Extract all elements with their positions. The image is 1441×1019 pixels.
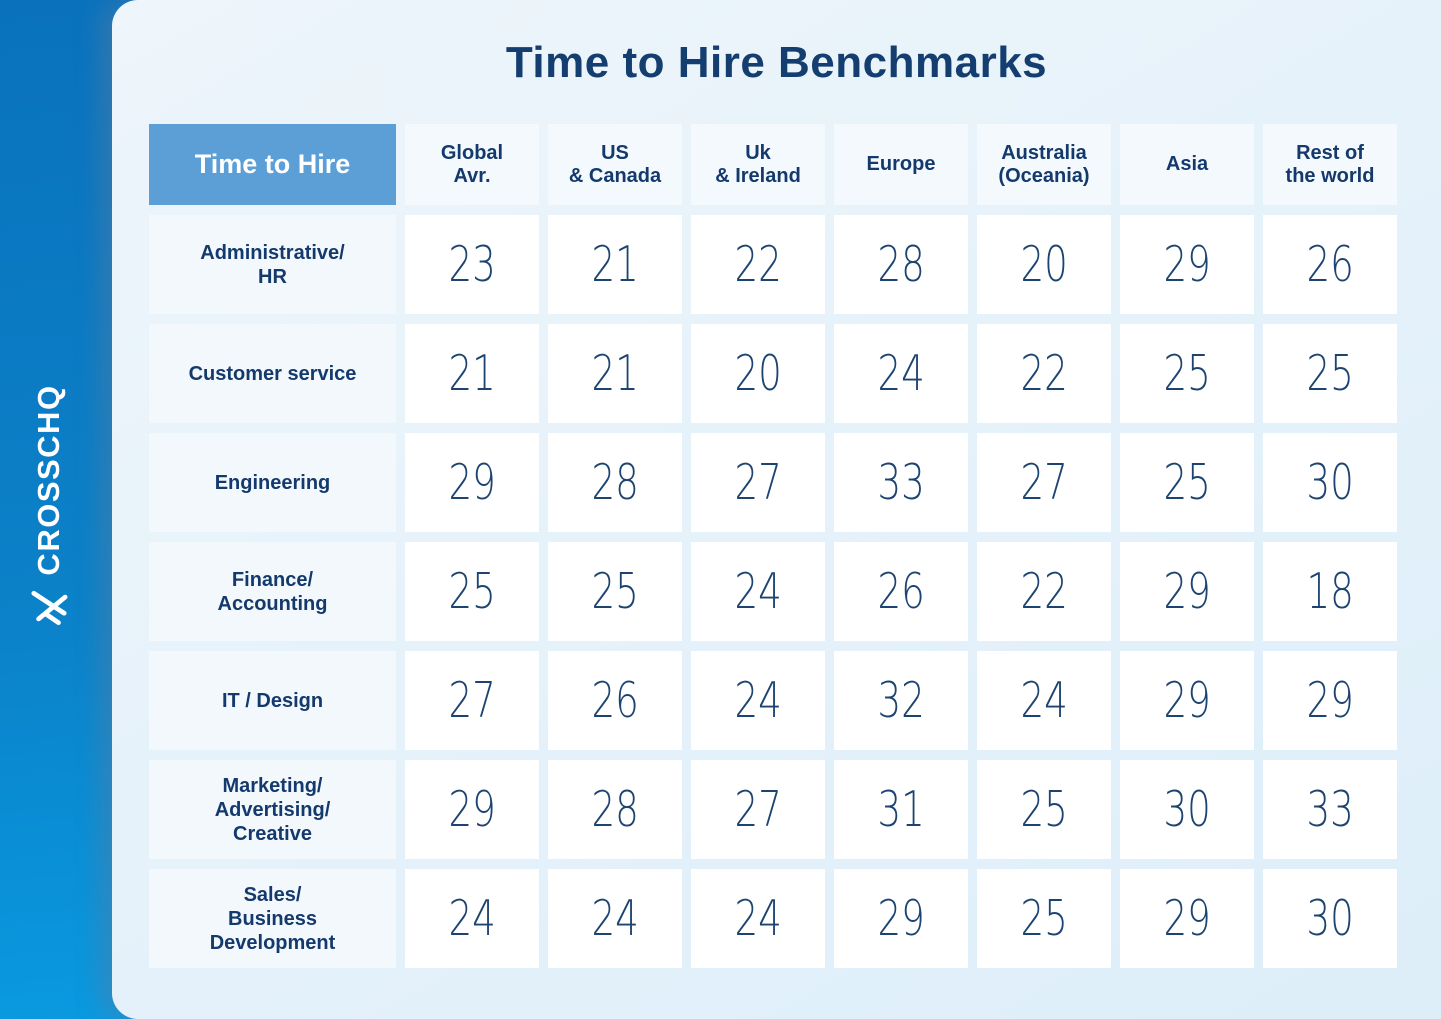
value-cell: 28 bbox=[548, 433, 682, 532]
value-cell: 25 bbox=[1120, 324, 1254, 423]
value-cell: 23 bbox=[405, 215, 539, 314]
value-cell: 29 bbox=[405, 433, 539, 532]
value-cell: 18 bbox=[1263, 542, 1397, 641]
value-cell: 27 bbox=[691, 760, 825, 859]
value-cell: 24 bbox=[977, 651, 1111, 750]
row-label-it-design: IT / Design bbox=[149, 651, 396, 750]
value-cell: 24 bbox=[405, 869, 539, 968]
value-cell: 25 bbox=[1263, 324, 1397, 423]
value-cell: 30 bbox=[1263, 869, 1397, 968]
value-cell: 29 bbox=[1120, 651, 1254, 750]
column-header-uk-ireland: Uk & Ireland bbox=[691, 124, 825, 205]
brand-sidebar: CROSSCHQ bbox=[0, 0, 112, 1019]
content-card: Time to Hire Benchmarks Time to Hire Glo… bbox=[112, 0, 1441, 1019]
value-cell: 28 bbox=[834, 215, 968, 314]
row-label-sales-business-development: Sales/ Business Development bbox=[149, 869, 396, 968]
row-label-finance-accounting: Finance/ Accounting bbox=[149, 542, 396, 641]
value-cell: 21 bbox=[405, 324, 539, 423]
row-label-marketing-advertising-creative: Marketing/ Advertising/ Creative bbox=[149, 760, 396, 859]
value-cell: 28 bbox=[548, 760, 682, 859]
row-label-administrative-hr: Administrative/ HR bbox=[149, 215, 396, 314]
row-label-customer-service: Customer service bbox=[149, 324, 396, 423]
value-cell: 29 bbox=[834, 869, 968, 968]
value-cell: 25 bbox=[405, 542, 539, 641]
value-cell: 21 bbox=[548, 215, 682, 314]
value-cell: 21 bbox=[548, 324, 682, 423]
value-cell: 25 bbox=[977, 760, 1111, 859]
value-cell: 32 bbox=[834, 651, 968, 750]
row-label-engineering: Engineering bbox=[149, 433, 396, 532]
value-cell: 30 bbox=[1263, 433, 1397, 532]
column-header-europe: Europe bbox=[834, 124, 968, 205]
value-cell: 33 bbox=[834, 433, 968, 532]
value-cell: 30 bbox=[1120, 760, 1254, 859]
value-cell: 24 bbox=[691, 651, 825, 750]
value-cell: 20 bbox=[691, 324, 825, 423]
value-cell: 29 bbox=[405, 760, 539, 859]
value-cell: 22 bbox=[977, 542, 1111, 641]
value-cell: 24 bbox=[834, 324, 968, 423]
crosschq-x-icon bbox=[31, 590, 68, 626]
value-cell: 31 bbox=[834, 760, 968, 859]
value-cell: 27 bbox=[405, 651, 539, 750]
value-cell: 25 bbox=[1120, 433, 1254, 532]
value-cell: 26 bbox=[834, 542, 968, 641]
value-cell: 25 bbox=[977, 869, 1111, 968]
value-cell: 26 bbox=[548, 651, 682, 750]
brand-logo: CROSSCHQ bbox=[30, 384, 68, 626]
column-header-australia-oceania: Australia (Oceania) bbox=[977, 124, 1111, 205]
page-title: Time to Hire Benchmarks bbox=[505, 38, 1048, 87]
value-cell: 26 bbox=[1263, 215, 1397, 314]
value-cell: 29 bbox=[1120, 869, 1254, 968]
brand-logo-text: CROSSCHQ bbox=[31, 384, 66, 576]
benchmarks-table: Time to Hire Global Avr. US & Canada Uk … bbox=[149, 124, 1404, 968]
value-cell: 25 bbox=[548, 542, 682, 641]
value-cell: 29 bbox=[1263, 651, 1397, 750]
value-cell: 20 bbox=[977, 215, 1111, 314]
column-header-rest-of-world: Rest of the world bbox=[1263, 124, 1397, 205]
column-header-us-canada: US & Canada bbox=[548, 124, 682, 205]
column-header-asia: Asia bbox=[1120, 124, 1254, 205]
value-cell: 24 bbox=[691, 542, 825, 641]
value-cell: 22 bbox=[977, 324, 1111, 423]
value-cell: 33 bbox=[1263, 760, 1397, 859]
column-header-global-avr: Global Avr. bbox=[405, 124, 539, 205]
corner-header-time-to-hire: Time to Hire bbox=[149, 124, 396, 205]
value-cell: 24 bbox=[548, 869, 682, 968]
value-cell: 29 bbox=[1120, 215, 1254, 314]
value-cell: 27 bbox=[691, 433, 825, 532]
value-cell: 24 bbox=[691, 869, 825, 968]
value-cell: 29 bbox=[1120, 542, 1254, 641]
value-cell: 27 bbox=[977, 433, 1111, 532]
value-cell: 22 bbox=[691, 215, 825, 314]
